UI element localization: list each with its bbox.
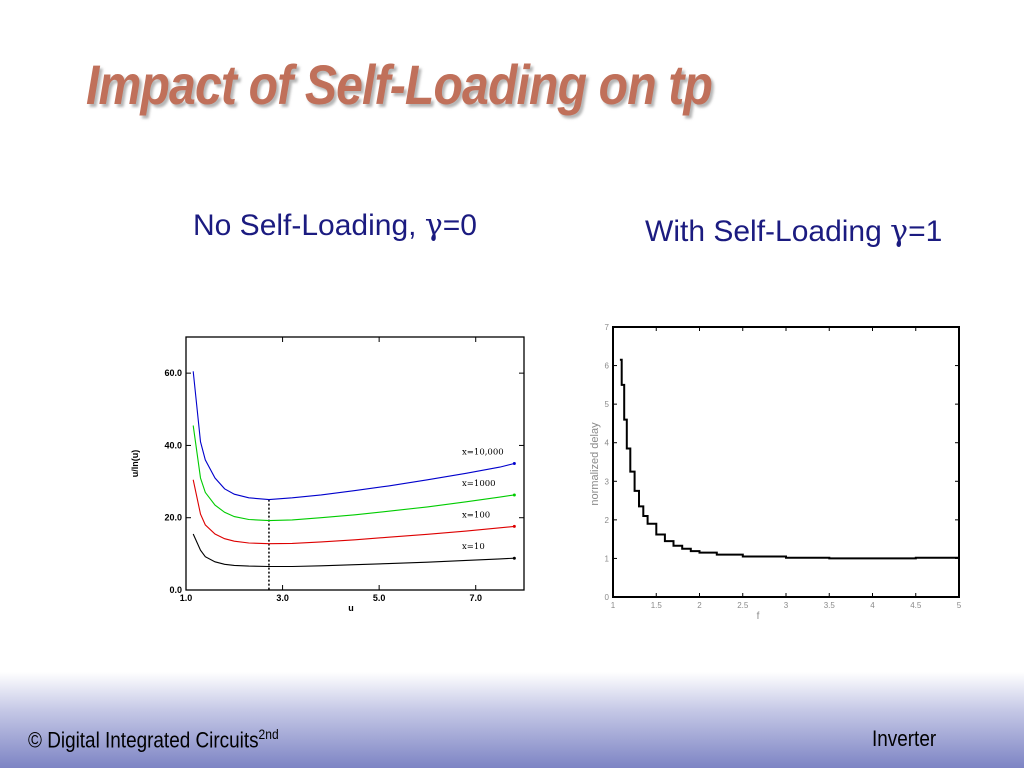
series-line — [192, 425, 515, 522]
series-label: x=1000 — [462, 479, 496, 489]
y-axis-label: normalized delay — [589, 422, 601, 506]
gamma-symbol: γ — [424, 208, 443, 243]
x-tick-label: 4 — [870, 601, 875, 610]
subtitle-with-self-loading: With Self-Loading γ=1 — [645, 214, 942, 249]
series-label: x=100 — [462, 510, 490, 520]
x-axis-label: f — [757, 611, 760, 622]
subtitle-right-prefix: With Self-Loading — [645, 215, 891, 248]
x-tick-label: 5.0 — [373, 593, 386, 603]
footer-band — [0, 672, 1024, 768]
y-tick-label: 5 — [605, 400, 610, 409]
series-end-point — [512, 493, 516, 497]
x-tick-label: 3.0 — [276, 593, 289, 603]
subtitle-no-self-loading: No Self-Loading, γ=0 — [193, 208, 477, 243]
y-tick-label: 7 — [605, 323, 610, 332]
subtitle-right-suffix: =1 — [908, 215, 943, 248]
footer-chapter: Inverter — [872, 726, 937, 751]
y-tick-label: 40.0 — [164, 440, 182, 450]
x-tick-label: 5 — [957, 601, 962, 610]
x-tick-label: 3 — [784, 601, 789, 610]
subtitle-left-suffix: =0 — [442, 209, 477, 242]
series-end-point — [512, 524, 516, 528]
y-tick-label: 60.0 — [164, 368, 182, 378]
gamma-symbol: γ — [890, 214, 909, 249]
series-line — [192, 479, 515, 545]
y-tick-label: 1 — [605, 554, 610, 563]
plot-frame — [185, 336, 525, 591]
x-axis-label: u — [348, 603, 354, 613]
series-end-point — [512, 556, 516, 560]
x-tick-label: 1.5 — [651, 601, 663, 610]
footer-copyright-text: © Digital Integrated Circuits — [28, 727, 259, 753]
footer-copyright: © Digital Integrated Circuits2nd — [28, 726, 279, 753]
subtitle-left-prefix: No Self-Loading, — [193, 209, 425, 242]
series-end-point — [512, 462, 516, 465]
y-tick-label: 0.0 — [169, 585, 182, 595]
y-tick-label: 2 — [605, 516, 610, 525]
x-tick-label: 2.5 — [737, 601, 749, 610]
x-tick-label: 2 — [697, 601, 702, 610]
x-tick-label: 1.0 — [180, 593, 193, 603]
series-label: x=10 — [462, 542, 485, 552]
y-tick-label: 0 — [605, 593, 610, 602]
series-label: x=10,000 — [462, 448, 504, 458]
slide-title: Impact of Self-Loading on tp — [86, 53, 713, 116]
y-tick-label: 3 — [605, 477, 610, 486]
chart-no-self-loading: 1.0 3.0 5.0 7.0 0.0 20.0 40.0 60.0 u u/ln(u) x=10,… — [130, 336, 525, 613]
y-tick-label: 6 — [605, 362, 610, 371]
series-line — [619, 358, 960, 560]
x-tick-label: 1 — [611, 601, 616, 610]
x-tick-label: 4.5 — [910, 601, 922, 610]
x-tick-label: 3.5 — [824, 601, 836, 610]
y-tick-label: 20.0 — [164, 513, 182, 523]
series-line — [192, 533, 515, 568]
y-axis-label: u/ln(u) — [130, 450, 140, 478]
y-tick-label: 4 — [605, 439, 610, 448]
series-line — [192, 371, 515, 501]
footer-edition: 2nd — [258, 726, 279, 742]
x-tick-label: 7.0 — [469, 593, 482, 603]
